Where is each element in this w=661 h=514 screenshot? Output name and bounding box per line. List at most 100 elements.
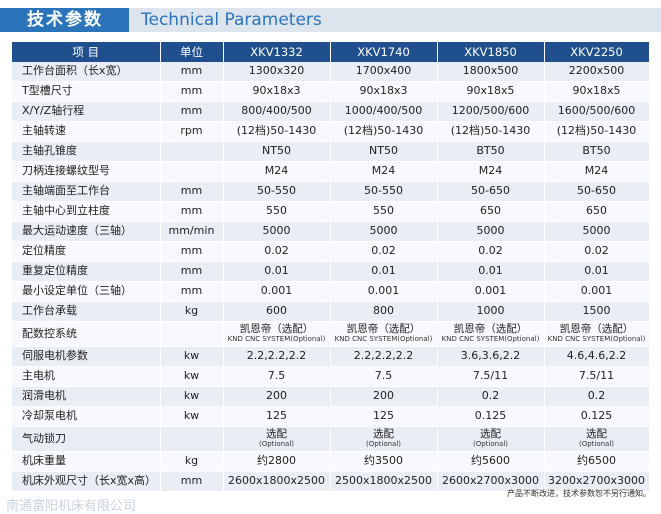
column-header-item: 项 目: [12, 42, 161, 62]
parameter-value: 0.2: [544, 386, 650, 407]
value-secondary: KND CNC SYSTEM(Optional): [334, 334, 433, 343]
parameter-value: 约3500: [330, 451, 438, 472]
parameter-unit: mm: [160, 471, 224, 492]
spec-table-body: 工作台面积（长x宽） mm 1300x320 1700x400 1800x500 2200…: [12, 62, 650, 492]
parameter-label: 主轴中心到立柱度: [12, 201, 161, 222]
value-primary: 凯恩帝（选配）: [346, 323, 421, 336]
parameter-value: 2.2,2.2,2.2: [330, 346, 438, 367]
parameter-value: NT50: [223, 141, 331, 162]
parameter-value: 0.01: [330, 261, 438, 282]
parameter-unit: mm: [160, 101, 224, 122]
parameter-value: 0.02: [330, 241, 438, 262]
parameter-unit: mm: [160, 281, 224, 302]
parameter-unit: kg: [160, 301, 224, 322]
parameter-value: BT50: [437, 141, 545, 162]
value-primary: 选配: [586, 428, 607, 441]
value-secondary: (Optional): [365, 439, 402, 448]
value-primary: 选配: [480, 428, 501, 441]
table-row: 重复定位精度 mm 0.01 0.01 0.01 0.01: [12, 261, 650, 282]
parameter-unit: [160, 321, 224, 347]
parameter-label: 气动锁刀: [12, 426, 161, 452]
parameter-value: 650: [544, 201, 650, 222]
parameter-value: 5000: [330, 221, 438, 242]
parameter-value: 2200x500: [544, 62, 650, 82]
parameter-label: 配数控系统: [12, 321, 161, 347]
parameter-value: 2500x1800x2500: [330, 471, 438, 492]
parameter-value: 90x18x3: [223, 81, 331, 102]
parameter-label: 冷却泵电机: [12, 406, 161, 427]
parameter-unit: mm: [160, 201, 224, 222]
parameter-unit: kw: [160, 366, 224, 387]
parameter-value: 1300x320: [223, 62, 331, 82]
value-secondary: (Optional): [578, 439, 615, 448]
parameter-value: 50-650: [437, 181, 545, 202]
column-header-model: XKV1740: [330, 42, 438, 62]
spec-table: 项 目 单位 XKV1332 XKV1740 XKV1850 XKV2250 工…: [12, 42, 650, 492]
parameter-value: M24: [544, 161, 650, 182]
parameter-label: 最大运动速度（三轴）: [12, 221, 161, 242]
value-secondary: (Optional): [258, 439, 295, 448]
parameter-unit: kw: [160, 346, 224, 367]
parameter-value: 选配 (Optional): [437, 426, 545, 452]
parameter-unit: [160, 161, 224, 182]
parameter-value: 0.01: [544, 261, 650, 282]
parameter-label: 机床重量: [12, 451, 161, 472]
parameter-value: 200: [330, 386, 438, 407]
parameter-label: 主电机: [12, 366, 161, 387]
table-row: 主轴转速 rpm (12档)50-1430 (12档)50-1430 (12档)50-1…: [12, 121, 650, 142]
table-row: 最大运动速度（三轴） mm/min 5000 5000 5000 5000: [12, 221, 650, 242]
parameter-unit: kw: [160, 406, 224, 427]
column-header-unit: 单位: [160, 42, 224, 62]
parameter-label: 伺服电机参数: [12, 346, 161, 367]
parameter-value: 4.6,4.6,2.2: [544, 346, 650, 367]
parameter-value: 550: [330, 201, 438, 222]
parameter-value: 650: [437, 201, 545, 222]
parameter-value: 0.01: [223, 261, 331, 282]
parameter-value: 0.02: [223, 241, 331, 262]
parameter-value: 凯恩帝（选配） KND CNC SYSTEM(Optional): [544, 321, 650, 347]
table-row: 主轴孔锥度 NT50 NT50 BT50 BT50: [12, 141, 650, 162]
parameter-value: 2600x1800x2500: [223, 471, 331, 492]
parameter-value: 7.5: [330, 366, 438, 387]
parameter-value: 3200x2700x3000: [544, 471, 650, 492]
parameter-label: T型槽尺寸: [12, 81, 161, 102]
parameter-label: 主轴端面至工作台: [12, 181, 161, 202]
parameter-unit: mm: [160, 261, 224, 282]
table-row: 气动锁刀 选配 (Optional) 选配 (Optional) 选配 (Optional)…: [12, 426, 650, 452]
parameter-value: NT50: [330, 141, 438, 162]
table-row: T型槽尺寸 mm 90x18x3 90x18x3 90x18x5 90x18x5: [12, 81, 650, 102]
table-row: 机床外观尺寸（长x宽x高） mm 2600x1800x2500 2500x1800x2…: [12, 471, 650, 492]
value-secondary: KND CNC SYSTEM(Optional): [227, 334, 326, 343]
parameter-value: M24: [223, 161, 331, 182]
column-header-model: XKV1850: [437, 42, 545, 62]
parameter-value: 0.01: [437, 261, 545, 282]
table-row: 工作台承载 kg 600 800 1000 1500: [12, 301, 650, 322]
parameter-value: 约5600: [437, 451, 545, 472]
title-english: Technical Parameters: [129, 8, 661, 32]
parameter-label: 机床外观尺寸（长x宽x高）: [12, 471, 161, 492]
page-header: 技术参数 Technical Parameters: [0, 0, 661, 32]
parameter-label: 工作台面积（长x宽）: [12, 62, 161, 82]
parameter-value: 550: [223, 201, 331, 222]
table-row: 机床重量 kg 约2800 约3500 约5600 约6500: [12, 451, 650, 472]
parameter-value: 200: [223, 386, 331, 407]
parameter-value: 90x18x5: [544, 81, 650, 102]
table-row: X/Y/Z轴行程 mm 800/400/500 1000/400/500 1200/50…: [12, 101, 650, 122]
parameter-value: M24: [437, 161, 545, 182]
parameter-value: 7.5/11: [544, 366, 650, 387]
parameter-value: 0.001: [544, 281, 650, 302]
column-header-model: XKV2250: [544, 42, 650, 62]
parameter-value: 选配 (Optional): [223, 426, 331, 452]
value-primary: 凯恩帝（选配）: [559, 323, 634, 336]
parameter-label: 定位精度: [12, 241, 161, 262]
parameter-unit: mm: [160, 62, 224, 82]
parameter-value: M24: [330, 161, 438, 182]
parameter-value: 1000/400/500: [330, 101, 438, 122]
parameter-value: 7.5: [223, 366, 331, 387]
company-watermark: 南通富阳机床有限公司: [6, 499, 137, 514]
table-row: 主电机 kw 7.5 7.5 7.5/11 7.5/11: [12, 366, 650, 387]
parameter-value: 凯恩帝（选配） KND CNC SYSTEM(Optional): [223, 321, 331, 347]
parameter-value: 7.5/11: [437, 366, 545, 387]
parameter-unit: mm: [160, 241, 224, 262]
parameter-value: BT50: [544, 141, 650, 162]
